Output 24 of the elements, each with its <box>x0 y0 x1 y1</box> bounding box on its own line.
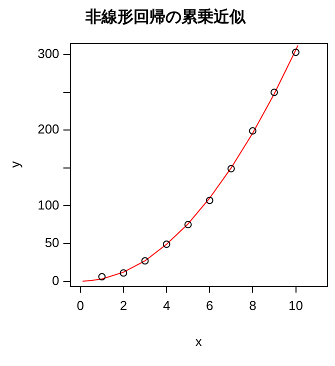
y-tick-label: 50 <box>44 235 60 250</box>
point <box>141 257 149 265</box>
x-tick-label: 4 <box>162 298 170 314</box>
y-tick-label: 0 <box>52 272 60 288</box>
y-tick-label: 300 <box>38 46 60 62</box>
y-tick-label: 100 <box>38 197 60 212</box>
point <box>206 196 214 204</box>
point <box>270 88 278 96</box>
point <box>249 127 256 135</box>
x-tick-label: 2 <box>120 298 128 314</box>
y-tick-label: 200 <box>38 122 60 137</box>
point <box>120 269 128 277</box>
point <box>162 240 170 248</box>
x-tick-label: 8 <box>249 298 256 314</box>
x-axis-title: x <box>195 334 202 349</box>
point <box>98 273 106 280</box>
point <box>184 220 192 228</box>
point <box>292 48 300 56</box>
x-tick-label: 10 <box>288 298 304 314</box>
x-tick-label: 6 <box>206 298 214 314</box>
y-axis-title: y <box>7 160 22 168</box>
point <box>227 164 235 172</box>
chart-title: 非線形回帰の累乗近似 <box>84 6 246 26</box>
x-tick-label: 0 <box>76 298 84 314</box>
